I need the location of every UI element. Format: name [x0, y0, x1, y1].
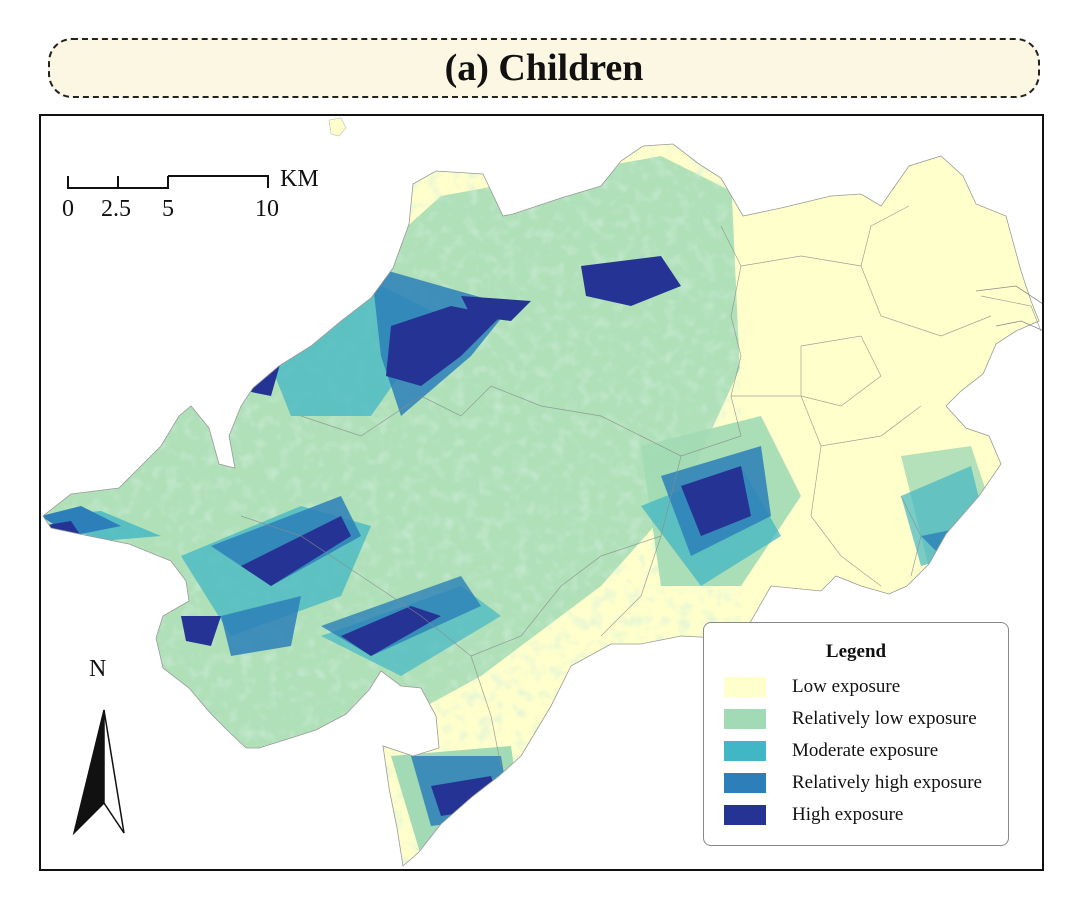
- map-title: (a) Children: [444, 47, 644, 89]
- scale-bar-graphic: [67, 175, 269, 189]
- scale-tick-0: 0: [62, 196, 74, 222]
- islet-shape: [328, 117, 347, 137]
- title-box: (a) Children: [48, 38, 1040, 98]
- north-arrow-icon: [72, 709, 125, 836]
- legend-swatch-relatively-low: [724, 709, 766, 729]
- legend-swatch-relatively-high: [724, 773, 766, 793]
- legend-swatch-moderate: [724, 741, 766, 761]
- legend-item-low: Low exposure: [724, 675, 900, 699]
- legend: Legend Low exposure Relatively low expos…: [703, 622, 1009, 846]
- scale-tick-10: 10: [255, 196, 279, 222]
- legend-label-low: Low exposure: [792, 676, 901, 697]
- legend-item-high: High exposure: [724, 803, 903, 827]
- legend-item-moderate: Moderate exposure: [724, 739, 938, 763]
- scale-tick-5: 5: [162, 196, 174, 222]
- legend-item-relatively-low: Relatively low exposure: [724, 707, 977, 731]
- legend-label-moderate: Moderate exposure: [792, 740, 939, 761]
- scale-tick-2-5: 2.5: [101, 196, 131, 222]
- legend-item-relatively-high: Relatively high exposure: [724, 771, 982, 795]
- legend-label-relatively-high: Relatively high exposure: [792, 772, 982, 793]
- legend-label-relatively-low: Relatively low exposure: [792, 708, 977, 729]
- scale-bar: 0 2.5 5 10 KM: [62, 166, 347, 232]
- legend-swatch-high: [724, 805, 766, 825]
- legend-label-high: High exposure: [792, 804, 904, 825]
- north-label: N: [89, 656, 107, 682]
- legend-title: Legend: [825, 641, 887, 662]
- legend-swatch-low: [724, 677, 766, 697]
- map-frame: 0 2.5 5 10 KM N Legend Low exposure Rela…: [39, 114, 1044, 871]
- scale-unit: KM: [280, 166, 319, 192]
